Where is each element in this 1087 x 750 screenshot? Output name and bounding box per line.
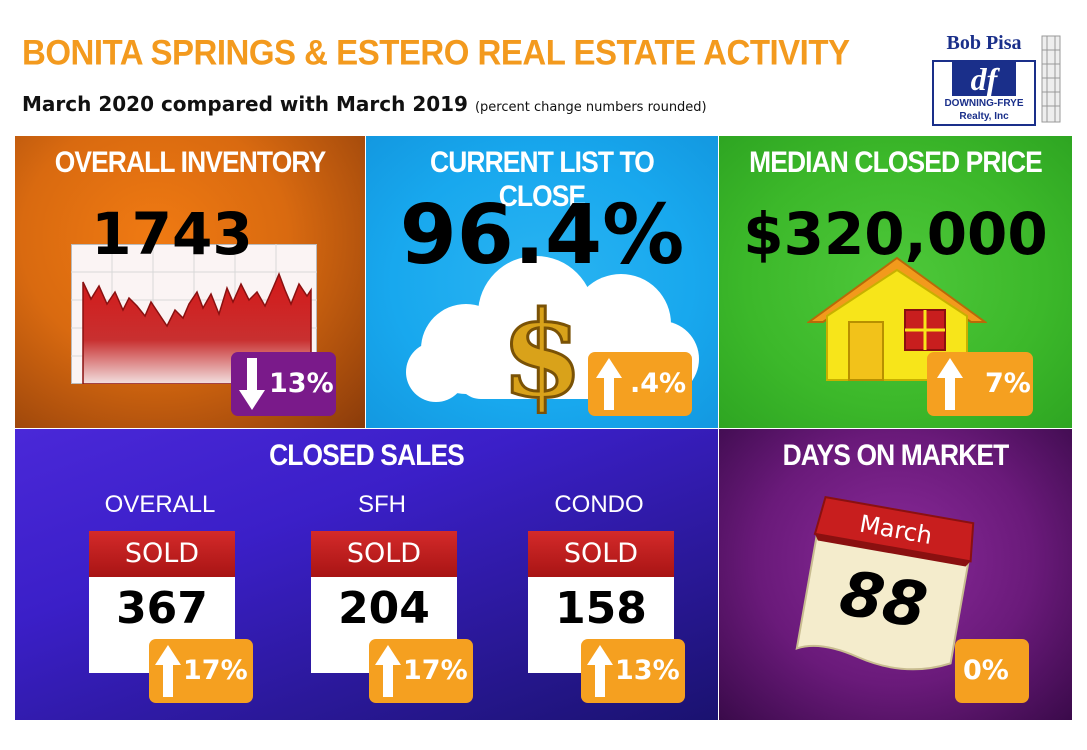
page-subtitle: March 2020 compared with March 2019 (per…	[22, 92, 707, 116]
list-to-close-value: 96.4%	[399, 188, 685, 283]
logo-agent-name: Bob Pisa	[946, 32, 1022, 54]
days-on-market-change: 0%	[963, 655, 1009, 686]
logo-mark: df	[952, 62, 1016, 96]
median-price-title: MEDIAN CLOSED PRICE	[749, 146, 1043, 179]
logo-box: df DOWNING-FRYE Realty, Inc	[932, 60, 1036, 126]
sales-condo-label: CONDO	[554, 491, 644, 518]
up-arrow-icon	[587, 645, 613, 697]
closed-sales-panel: CLOSED SALES OVERALL SOLD 367 17% SFH SO…	[15, 429, 718, 720]
sales-sfh-label: SFH	[358, 491, 406, 518]
subtitle-main: March 2020 compared with March 2019	[22, 92, 468, 116]
median-price-value: $320,000	[743, 200, 1048, 268]
closed-sales-title: CLOSED SALES	[269, 439, 465, 472]
inventory-change-badge: 13%	[231, 352, 336, 416]
up-arrow-icon	[937, 358, 963, 410]
sales-sfh-change: 17%	[403, 655, 468, 686]
up-arrow-icon	[596, 358, 622, 410]
up-arrow-icon	[375, 645, 401, 697]
list-to-close-title: CURRENT LIST TO CLOSE	[430, 146, 655, 213]
logo-line2: Realty, Inc	[959, 111, 1009, 122]
calendar-icon: March 88	[788, 488, 985, 685]
leaning-tower-icon	[1041, 35, 1061, 123]
logo-line1: DOWNING-FRYE	[944, 98, 1024, 109]
sales-sfh-sold-header: SOLD	[311, 531, 457, 577]
down-arrow-icon	[239, 358, 265, 410]
inventory-title: OVERALL INVENTORY	[54, 146, 326, 179]
subtitle-note: (percent change numbers rounded)	[474, 100, 707, 115]
up-arrow-icon	[155, 645, 181, 697]
days-on-market-panel: DAYS ON MARKET March 88 0%	[719, 429, 1072, 720]
days-on-market-title: DAYS ON MARKET	[782, 439, 1010, 472]
calendar-page-icon	[795, 496, 975, 671]
sales-condo-change: 13%	[615, 655, 680, 686]
sales-sfh-value: 204	[338, 583, 430, 634]
sales-condo-change-badge: 13%	[581, 639, 685, 703]
sales-condo-value: 158	[555, 583, 647, 634]
sales-overall-change-badge: 17%	[149, 639, 253, 703]
days-on-market-change-badge: 0%	[955, 639, 1029, 703]
sales-condo-sold-header: SOLD	[528, 531, 674, 577]
inventory-change: 13%	[269, 368, 334, 399]
sales-overall-label: OVERALL	[104, 491, 216, 518]
inventory-panel: OVERALL INVENTORY 1743 13%	[15, 136, 365, 428]
sales-condo-card: SOLD 158	[528, 531, 674, 673]
list-to-close-change: .4%	[630, 368, 687, 399]
page-title: BONITA SPRINGS & ESTERO REAL ESTATE ACTI…	[22, 32, 850, 72]
sales-overall-change: 17%	[183, 655, 248, 686]
list-to-close-change-badge: .4%	[588, 352, 692, 416]
sales-sfh-change-badge: 17%	[369, 639, 473, 703]
inventory-value: 1743	[91, 200, 253, 268]
median-price-change-badge: 7%	[927, 352, 1033, 416]
sales-overall-sold-header: SOLD	[89, 531, 235, 577]
median-price-change: 7%	[985, 368, 1031, 399]
sales-overall-value: 367	[116, 583, 208, 634]
median-price-panel: MEDIAN CLOSED PRICE $320,000 7%	[719, 136, 1072, 428]
svg-text:$: $	[501, 285, 583, 414]
brokerage-logo: Bob Pisa df DOWNING-FRYE Realty, Inc	[928, 30, 1070, 126]
list-to-close-panel: CURRENT LIST TO CLOSE $ 96.4% .4%	[366, 136, 718, 428]
